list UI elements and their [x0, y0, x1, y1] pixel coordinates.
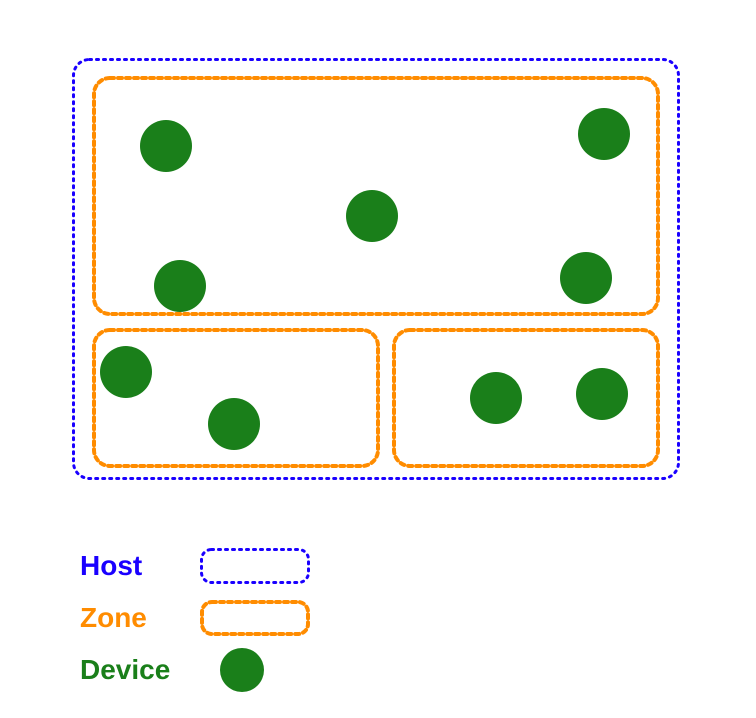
- legend-label-device: Device: [80, 654, 200, 686]
- legend-swatch-host: [200, 548, 310, 584]
- device-node: [560, 252, 612, 304]
- legend-label-zone: Zone: [80, 602, 200, 634]
- device-node: [470, 372, 522, 424]
- device-node: [140, 120, 192, 172]
- legend-swatch-device: [220, 648, 264, 692]
- legend-row-zone: Zone: [80, 592, 310, 644]
- legend-label-host: Host: [80, 550, 200, 582]
- device-node: [346, 190, 398, 242]
- device-node: [154, 260, 206, 312]
- legend-row-host: Host: [80, 540, 310, 592]
- legend-row-device: Device: [80, 644, 264, 696]
- device-node: [576, 368, 628, 420]
- device-node: [208, 398, 260, 450]
- legend-swatch-zone: [200, 600, 310, 636]
- device-node: [578, 108, 630, 160]
- diagram-canvas: Host Zone Device: [0, 0, 756, 718]
- device-node: [100, 346, 152, 398]
